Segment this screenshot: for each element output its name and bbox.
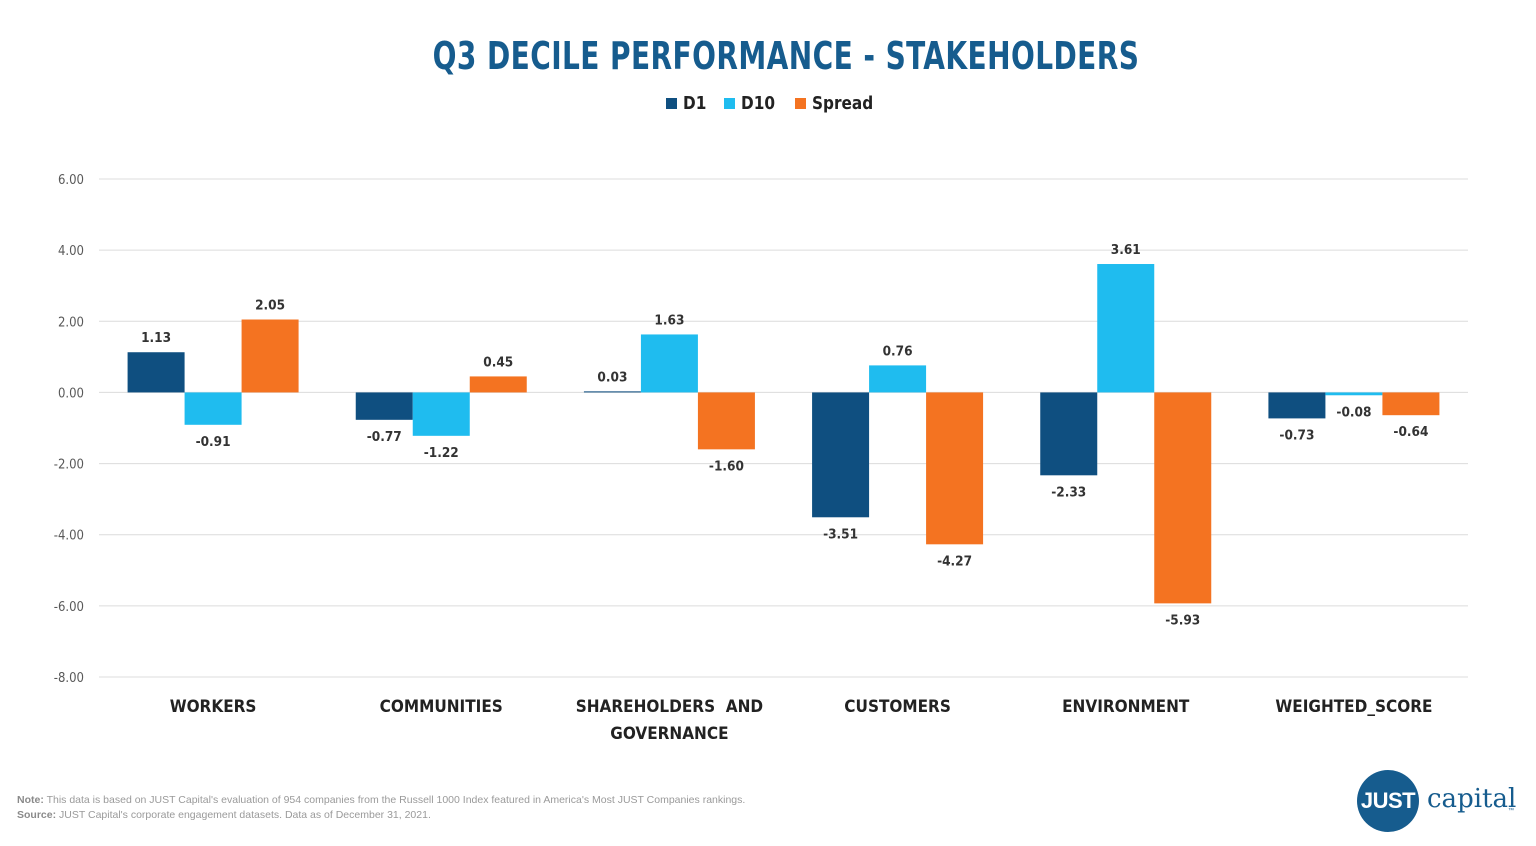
legend-label-d1: D1 (682, 93, 707, 114)
legend-swatch-spread (795, 98, 807, 109)
data-label: -0.08 (1336, 404, 1371, 420)
bar-d1 (812, 392, 870, 518)
bar-d10 (640, 334, 698, 393)
data-label: 1.13 (141, 330, 171, 346)
data-label: -0.64 (1393, 424, 1428, 440)
x-category-label: WORKERS (170, 697, 257, 717)
y-tick-label: 6.00 (58, 173, 84, 188)
footer-notes: Note: This data is based on JUST Capital… (17, 793, 745, 823)
data-label: -2.33 (1051, 484, 1086, 500)
bar-d1 (355, 392, 413, 420)
y-tick-label: -8.00 (54, 671, 84, 686)
data-label: 3.61 (1111, 242, 1141, 258)
logo-trademark: ™ (1508, 808, 1514, 814)
y-tick-label: -6.00 (54, 600, 84, 615)
x-category-label: SHAREHOLDERS AND (576, 697, 763, 717)
legend-item-d1: D1 (665, 93, 710, 114)
bar-d1 (1040, 392, 1098, 476)
y-tick-label: -2.00 (54, 458, 84, 473)
data-label: -1.22 (424, 445, 459, 461)
legend-label-d10: D10 (741, 93, 776, 114)
data-label: 1.63 (654, 312, 684, 328)
bar-spread (1382, 392, 1440, 416)
data-label: -0.91 (196, 434, 231, 450)
bar-d10 (1325, 392, 1383, 396)
footer-source: Source: JUST Capital's corporate engagem… (17, 809, 431, 821)
legend: D1 D10 Spread (0, 93, 1536, 114)
bar-d10 (184, 392, 242, 425)
bar-d1 (583, 391, 641, 393)
bar-spread (241, 319, 299, 393)
y-tick-label: 0.00 (58, 386, 84, 401)
data-label: 0.45 (483, 354, 513, 370)
bar-d10 (869, 365, 927, 393)
data-label: 2.05 (255, 298, 285, 314)
data-label: -5.93 (1165, 612, 1200, 628)
bar-d1 (1268, 392, 1326, 419)
bar-d10 (412, 392, 470, 436)
just-capital-logo: JUST capital ™ (1357, 770, 1517, 832)
x-category-label: CUSTOMERS (844, 697, 951, 717)
chart-title: Q3 DECILE PERFORMANCE - STAKEHOLDERS (432, 34, 1140, 78)
data-label: 0.03 (597, 369, 627, 385)
data-label: -0.77 (367, 429, 402, 445)
data-label: -1.60 (709, 458, 744, 474)
footer-note: Note: This data is based on JUST Capital… (17, 794, 746, 806)
y-tick-label: 2.00 (58, 315, 84, 330)
legend-label-spread: Spread (812, 93, 874, 114)
data-label: 0.76 (883, 343, 913, 359)
bar-spread (1154, 392, 1212, 604)
logo-wordmark: capital (1427, 784, 1517, 814)
x-category-label: COMMUNITIES (380, 697, 503, 717)
y-tick-label: -4.00 (54, 529, 84, 544)
bar-spread (697, 392, 755, 450)
data-label: -0.73 (1279, 427, 1314, 443)
legend-swatch-d10 (724, 98, 736, 109)
data-label: -3.51 (823, 526, 858, 542)
bar-d1 (127, 352, 185, 393)
x-category-label: GOVERNANCE (610, 724, 728, 744)
legend-swatch-d1 (665, 98, 677, 109)
legend-item-d10: D10 (724, 93, 781, 114)
x-category-label: ENVIRONMENT (1062, 697, 1190, 717)
logo-mark: JUST (1357, 770, 1419, 832)
x-category-label: WEIGHTED_SCORE (1275, 697, 1432, 717)
bar-spread (926, 392, 984, 545)
data-label: -4.27 (937, 553, 972, 569)
y-tick-label: 4.00 (58, 244, 84, 259)
legend-item-spread: Spread (795, 93, 884, 114)
bar-d10 (1097, 264, 1155, 393)
bar-spread (469, 376, 527, 393)
